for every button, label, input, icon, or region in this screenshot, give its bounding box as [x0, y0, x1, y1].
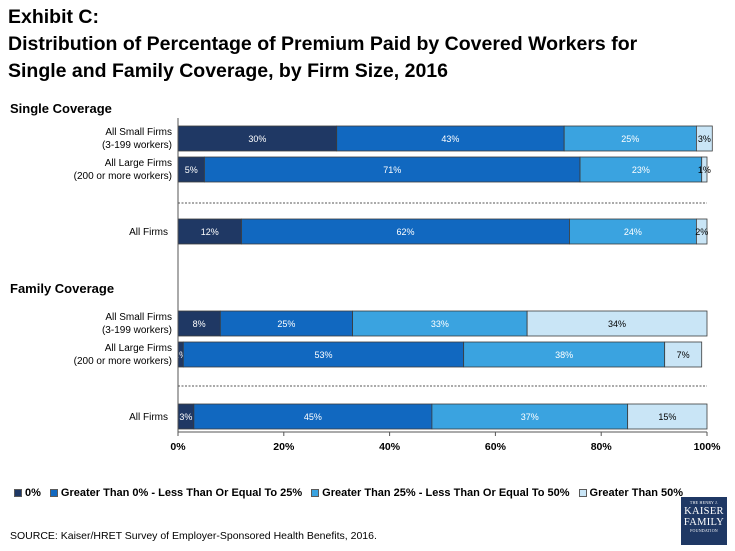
- legend-label-gt25-le50: Greater Than 25% - Less Than Or Equal To…: [322, 487, 570, 499]
- category-label: All Large Firms: [105, 158, 172, 169]
- logo-line-1: THE HENRY J.: [689, 500, 719, 505]
- legend-label-zero: 0%: [25, 487, 41, 499]
- data-label: 30%: [248, 134, 266, 144]
- data-label: 43%: [441, 134, 459, 144]
- bar-segment-gt0-le25: [241, 218, 570, 245]
- legend-swatch-gt50: [578, 489, 587, 497]
- data-label: 23%: [632, 165, 650, 175]
- x-tick-label: 0%: [170, 441, 186, 453]
- logo-line-2: KAISER: [684, 506, 724, 517]
- data-label: 1%: [174, 350, 187, 360]
- data-label: 8%: [193, 319, 206, 329]
- data-label: 25%: [277, 319, 295, 329]
- bar-segment-gt25-le50: [569, 218, 697, 245]
- legend-item-gt25-le50: Greater Than 25% - Less Than Or Equal To…: [311, 487, 570, 499]
- legend-item-gt0-le25: Greater Than 0% - Less Than Or Equal To …: [49, 487, 303, 499]
- bar-segment-gt0-le25: [219, 310, 353, 337]
- data-label: 38%: [555, 350, 573, 360]
- x-tick-label: 40%: [379, 441, 401, 453]
- data-label: 1%: [698, 165, 711, 175]
- category-label: All Small Firms: [105, 127, 172, 138]
- data-label: 3%: [179, 412, 192, 422]
- bar-segment-gt50: [664, 341, 703, 368]
- bar-segment-zero: [177, 125, 338, 152]
- stacked-bar-chart: 30% 43% 25% 3% All Small Firms (3-199 workers…: [74, 118, 722, 453]
- data-label: 5%: [185, 165, 198, 175]
- legend-swatch-gt0-le25: [49, 489, 58, 497]
- category-label-sub: (3-199 workers): [102, 325, 172, 336]
- category-label: All Firms: [129, 412, 168, 423]
- data-label: 62%: [396, 227, 414, 237]
- logo-line-4: FOUNDATION: [690, 528, 718, 533]
- bar-segment-gt50: [701, 156, 708, 183]
- legend-item-gt50: Greater Than 50%: [578, 487, 684, 499]
- title-line-1: Exhibit C:: [8, 6, 99, 28]
- bar-segment-gt50: [627, 403, 708, 430]
- data-label: 15%: [658, 412, 676, 422]
- bar-segment-gt0-le25: [193, 403, 433, 430]
- category-label-sub: (200 or more workers): [74, 356, 172, 367]
- x-tick-label: 80%: [591, 441, 613, 453]
- family-coverage-heading: Family Coverage: [10, 281, 115, 296]
- data-label: 25%: [621, 134, 639, 144]
- bar-segment-gt50: [696, 218, 708, 245]
- category-label: All Small Firms: [105, 312, 172, 323]
- legend-label-gt50: Greater Than 50%: [589, 487, 684, 499]
- data-label: 45%: [304, 412, 322, 422]
- data-label: 71%: [383, 165, 401, 175]
- bar-segment-gt25-le50: [352, 310, 528, 337]
- bar-segment-zero: [177, 218, 242, 245]
- logo-line-3: FAMILY: [683, 517, 725, 528]
- title-line-2: Distribution of Percentage of Premium Pa…: [8, 33, 638, 55]
- data-label: 33%: [431, 319, 449, 329]
- data-label: 53%: [314, 350, 332, 360]
- legend-swatch-zero: [14, 489, 22, 497]
- data-label: 37%: [521, 412, 539, 422]
- title-line-3: Single and Family Coverage, by Firm Size…: [8, 60, 448, 82]
- data-label: 24%: [624, 227, 642, 237]
- kff-logo: THE HENRY J. KAISER FAMILY FOUNDATION: [681, 497, 727, 545]
- bar-segment-gt0-le25: [182, 341, 465, 368]
- chart-title: Exhibit C: Distribution of Percentage of…: [8, 4, 728, 85]
- legend-label-gt0-le25: Greater Than 0% - Less Than Or Equal To …: [60, 487, 303, 499]
- category-label: All Firms: [129, 227, 168, 238]
- bar-segment-gt50: [526, 310, 708, 337]
- data-label: 2%: [695, 227, 708, 237]
- single-coverage-heading: Single Coverage: [10, 101, 112, 116]
- data-label: 3%: [698, 134, 711, 144]
- legend-item-zero: 0%: [14, 487, 41, 499]
- legend: 0% Greater Than 0% - Less Than Or Equal …: [14, 487, 692, 499]
- x-tick-label: 60%: [485, 441, 507, 453]
- source-note: SOURCE: Kaiser/HRET Survey of Employer-S…: [10, 530, 377, 542]
- category-label: All Large Firms: [105, 343, 172, 354]
- legend-swatch-gt25-le50: [311, 489, 320, 497]
- bar-segment-gt50: [696, 125, 713, 152]
- category-label-sub: (3-199 workers): [102, 140, 172, 151]
- data-label: 12%: [201, 227, 219, 237]
- bar-segment-gt25-le50: [463, 341, 666, 368]
- data-label: 34%: [608, 319, 626, 329]
- x-tick-label: 100%: [694, 441, 722, 453]
- data-label: 7%: [677, 350, 690, 360]
- category-label-sub: (200 or more workers): [74, 171, 172, 182]
- x-tick-label: 20%: [273, 441, 295, 453]
